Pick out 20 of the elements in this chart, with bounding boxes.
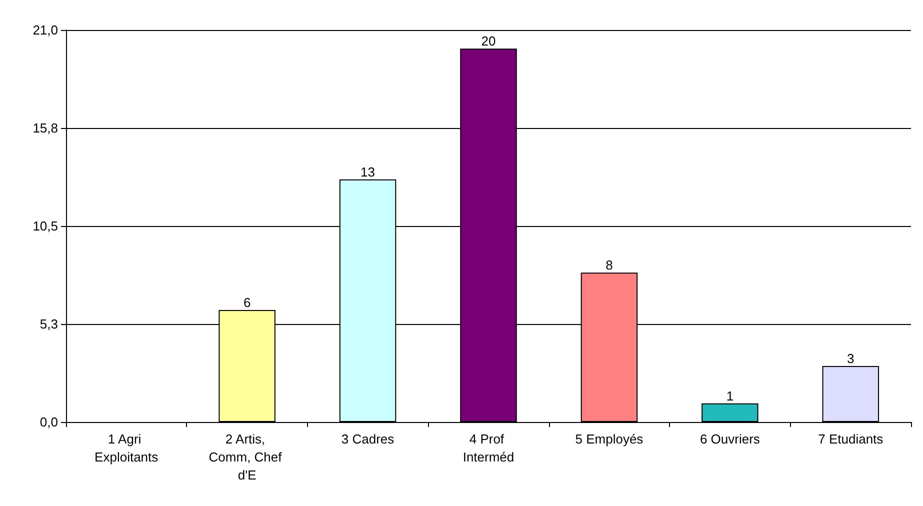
x-tick-label: 3 Cadres [341, 432, 395, 446]
y-tick-label: 5,3 [40, 316, 58, 332]
data-label: 8 [606, 258, 613, 273]
x-tick-label: 4 Prof Interméd [462, 432, 514, 464]
x-tick-label: 5 Employés [575, 432, 644, 446]
data-label: 3 [847, 351, 854, 366]
y-tick-label: 15,8 [32, 120, 58, 136]
bar [702, 403, 758, 422]
data-label: 20 [481, 34, 496, 49]
x-tick-label: 1 Agri Exploitants [94, 432, 159, 464]
x-tick-label: 7 Etudiants [818, 432, 884, 446]
data-label: 6 [243, 295, 251, 310]
data-label: 13 [360, 164, 376, 180]
x-tick-label: 2 Artis, Comm, Chef d'E [208, 432, 286, 482]
x-tick-label: 6 Ouvriers [700, 432, 760, 446]
y-tick-label: 21,0 [32, 22, 58, 38]
y-tick-label: 0,0 [40, 414, 58, 430]
bar [822, 366, 880, 422]
y-tick-label: 10,5 [32, 218, 58, 234]
data-label: 1 [726, 388, 734, 404]
